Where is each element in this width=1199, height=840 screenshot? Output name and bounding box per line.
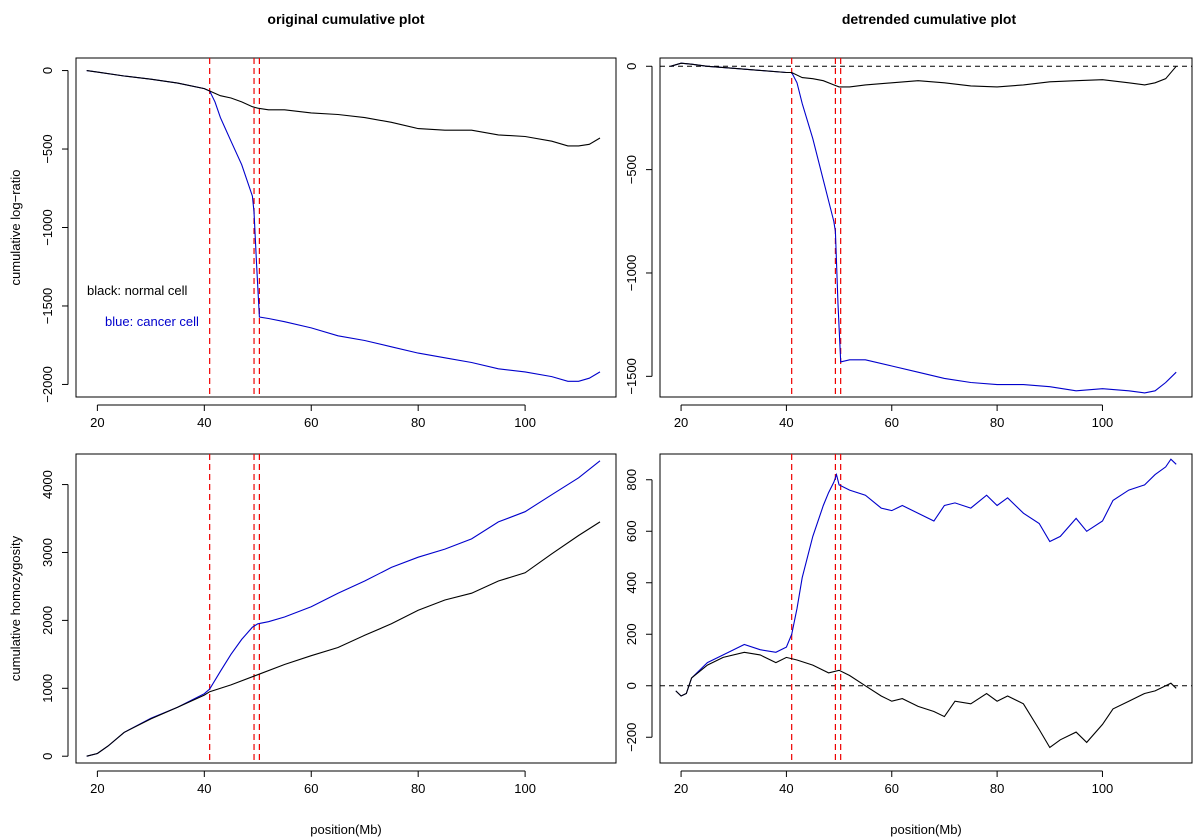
series-line-cancer [676, 459, 1176, 696]
y-axis-title: cumulative log−ratio [8, 170, 23, 286]
y-tick-label: 600 [624, 520, 639, 542]
x-tick-label: 100 [514, 781, 536, 796]
x-tick-label: 60 [304, 415, 318, 430]
plot-area [87, 454, 600, 763]
x-tick-label: 60 [885, 415, 899, 430]
y-tick-label: −1000 [40, 209, 55, 246]
y-axis-title: cumulative homozygosity [8, 535, 23, 681]
plot-area [660, 58, 1192, 397]
panel-bottom-right: 20 40 60 80 100 −200 0 200 400 600 800 position(Mb) [624, 454, 1192, 837]
x-tick-label: 100 [1092, 781, 1114, 796]
legend-normal: black: normal cell [87, 283, 188, 298]
panel-top-right: 20 40 60 80 100 0 −500 −1000 −1500 [624, 58, 1192, 430]
y-tick-label: −2000 [40, 366, 55, 403]
right-title: detrended cumulative plot [842, 11, 1017, 27]
x-tick-label: 80 [411, 415, 425, 430]
x-tick-label: 100 [1092, 415, 1114, 430]
left-title: original cumulative plot [267, 11, 424, 27]
x-tick-label: 40 [779, 781, 793, 796]
y-tick-label: 2000 [40, 606, 55, 635]
y-tick-label: 0 [40, 67, 55, 74]
y-tick-label: −1500 [624, 358, 639, 395]
y-tick-label: −200 [624, 723, 639, 752]
x-axis-title: position(Mb) [310, 822, 382, 837]
y-tick-label: 200 [624, 623, 639, 645]
y-tick-label: 3000 [40, 538, 55, 567]
series-line-cancer [671, 63, 1177, 393]
x-tick-label: 80 [990, 415, 1004, 430]
x-tick-label: 40 [197, 415, 211, 430]
y-tick-label: 0 [624, 682, 639, 689]
panel-top-left: 20 40 60 80 100 0 −500 −1000 −1500 −2000 cumulativ… [8, 58, 616, 430]
y-tick-label: 1000 [40, 674, 55, 703]
plot-frame [660, 58, 1192, 397]
series-line-normal [676, 652, 1176, 747]
x-tick-label: 60 [304, 781, 318, 796]
series-line-normal [87, 71, 600, 146]
plot-frame [76, 58, 616, 397]
series-line-cancer [87, 461, 600, 756]
y-tick-label: −1500 [40, 288, 55, 325]
y-tick-label: 400 [624, 572, 639, 594]
x-tick-label: 20 [674, 781, 688, 796]
x-tick-label: 40 [779, 415, 793, 430]
panels: 20 40 60 80 1000−500−1000−1500−2000cumulativ… [8, 58, 1192, 837]
y-tick-label: −500 [40, 134, 55, 163]
series-line-cancer [87, 71, 600, 382]
y-tick-label: 800 [624, 469, 639, 491]
x-tick-label: 80 [411, 781, 425, 796]
x-tick-label: 20 [674, 415, 688, 430]
y-tick-label: −1000 [624, 255, 639, 292]
x-axis-title: position(Mb) [890, 822, 962, 837]
plot-area [660, 454, 1192, 763]
y-tick-label: 0 [624, 63, 639, 70]
y-tick-label: 4000 [40, 470, 55, 499]
y-tick-label: 0 [40, 753, 55, 760]
y-tick-label: −500 [624, 155, 639, 184]
plot-frame [660, 454, 1192, 763]
x-tick-label: 20 [90, 415, 104, 430]
series-line-normal [87, 522, 600, 756]
x-tick-label: 80 [990, 781, 1004, 796]
x-tick-label: 100 [514, 415, 536, 430]
plot-area [87, 58, 600, 397]
x-tick-label: 20 [90, 781, 104, 796]
x-tick-label: 40 [197, 781, 211, 796]
legend-cancer: blue: cancer cell [105, 314, 199, 329]
x-tick-label: 60 [885, 781, 899, 796]
